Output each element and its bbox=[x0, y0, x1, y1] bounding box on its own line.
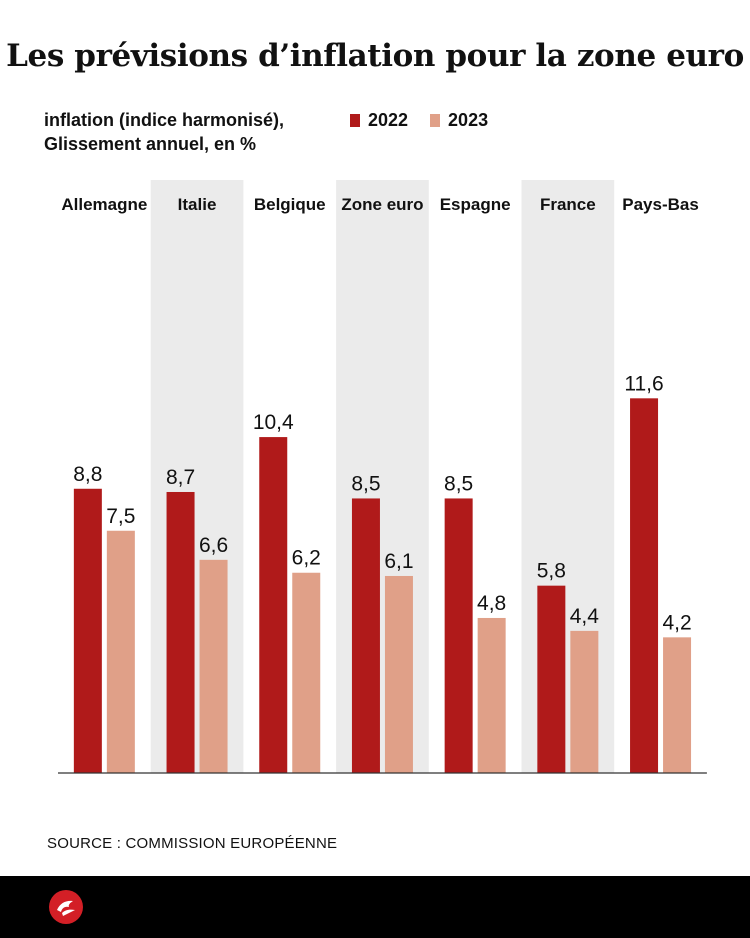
category-label: Belgique bbox=[254, 195, 326, 214]
bar-2023 bbox=[570, 630, 599, 773]
chart-title: Les prévisions d’inflation pour la zone … bbox=[6, 38, 744, 74]
shaded-column bbox=[150, 180, 244, 773]
bar-2023 bbox=[477, 617, 506, 773]
data-label: 4,2 bbox=[662, 611, 691, 634]
data-label: 6,1 bbox=[384, 550, 413, 573]
data-label: 7,5 bbox=[106, 505, 135, 528]
data-label: 11,6 bbox=[624, 372, 663, 395]
legend-item-2023: 2023 bbox=[430, 108, 488, 132]
data-label: 4,8 bbox=[477, 592, 506, 615]
category-label: Italie bbox=[178, 195, 217, 214]
legend: 2022 2023 bbox=[350, 108, 488, 132]
category-label: Allemagne bbox=[61, 195, 147, 214]
bar-2023 bbox=[663, 637, 692, 773]
bar-2022 bbox=[444, 498, 473, 773]
chart-subtitle: inflation (indice harmonisé), Glissement… bbox=[44, 108, 284, 156]
legend-swatch-2022 bbox=[350, 113, 360, 127]
data-label: 8,8 bbox=[73, 463, 102, 486]
subtitle-line-1: inflation (indice harmonisé), bbox=[44, 110, 285, 130]
bar-2023 bbox=[199, 559, 228, 773]
data-label: 8,5 bbox=[444, 472, 473, 495]
bar-2022 bbox=[351, 498, 380, 773]
source-note: SOURCE : COMMISSION EUROPÉENNE bbox=[47, 835, 338, 852]
category-label: France bbox=[540, 195, 596, 214]
category-label: Espagne bbox=[440, 195, 511, 214]
subtitle-line-2: Glissement annuel, en % bbox=[44, 134, 257, 154]
footer-bar bbox=[0, 876, 750, 938]
legend-label-2022: 2022 bbox=[368, 110, 409, 130]
data-label: 6,2 bbox=[292, 547, 321, 570]
paris-logo-icon bbox=[49, 890, 83, 924]
bar-2023 bbox=[292, 572, 321, 773]
data-label: 10,4 bbox=[253, 411, 294, 434]
legend-item-2022: 2022 bbox=[350, 108, 408, 132]
data-label: 8,7 bbox=[166, 466, 195, 489]
bar-2022 bbox=[537, 585, 566, 773]
legend-label-2023: 2023 bbox=[448, 110, 489, 130]
bar-2022 bbox=[630, 398, 659, 773]
shaded-column bbox=[336, 180, 429, 773]
category-label: Pays-Bas bbox=[622, 195, 699, 214]
data-label: 5,8 bbox=[537, 560, 566, 583]
shaded-column bbox=[521, 180, 615, 773]
bar-2022 bbox=[259, 437, 288, 773]
category-label: Zone euro bbox=[341, 195, 423, 214]
data-label: 8,5 bbox=[351, 472, 380, 495]
data-label: 4,4 bbox=[570, 605, 600, 628]
bar-2022 bbox=[166, 491, 195, 773]
bar-2022 bbox=[73, 488, 102, 773]
data-label: 6,6 bbox=[199, 534, 228, 557]
bar-2023 bbox=[384, 575, 413, 773]
bar-2023 bbox=[106, 530, 135, 773]
bar-chart: Allemagne 8,87,5 Italie 8,7 6,6 Belgique 10,4 6… bbox=[58, 180, 707, 774]
legend-swatch-2023 bbox=[430, 113, 441, 127]
